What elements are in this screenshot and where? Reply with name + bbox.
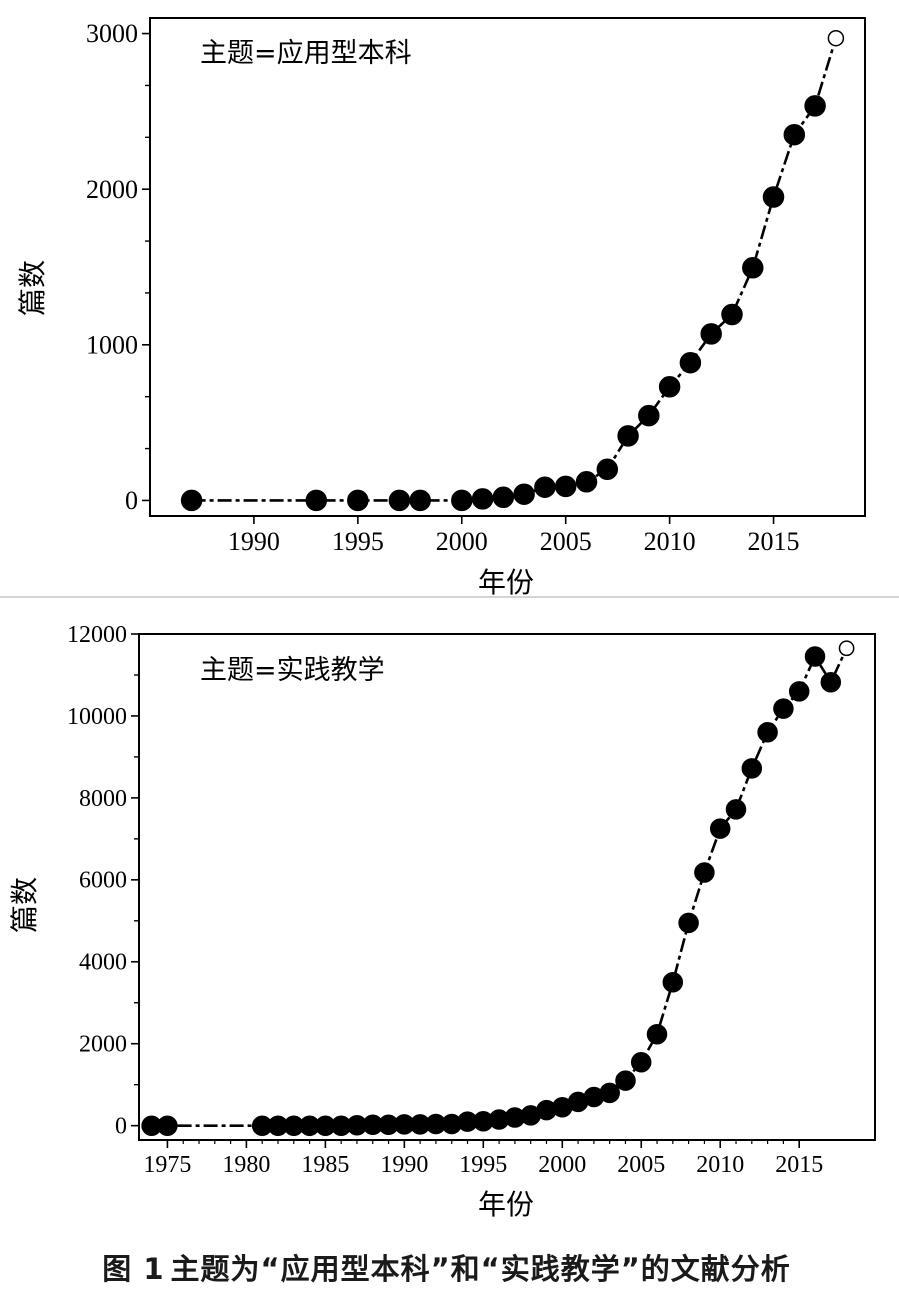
x-tick-label: 1985 — [301, 1152, 349, 1178]
y-tick-label: 12000 — [67, 622, 127, 648]
plot-frame — [149, 17, 866, 517]
x-tick-label: 1980 — [222, 1152, 270, 1178]
data-point — [804, 95, 826, 117]
y-tick-label: 8000 — [79, 786, 127, 812]
figure-caption: 图 1 主题为“应用型本科”和“实践教学”的文献分析 — [0, 1246, 899, 1288]
data-point — [451, 489, 473, 512]
data-point — [492, 486, 515, 509]
x-axis-label: 年份 — [478, 1188, 534, 1221]
data-point — [709, 818, 731, 839]
x-tick-label: 2000 — [436, 527, 488, 556]
data-point — [725, 799, 747, 820]
x-tick-label: 2010 — [696, 1152, 744, 1178]
y-tick-label: 4000 — [79, 950, 127, 976]
x-tick-label: 1995 — [459, 1152, 507, 1178]
data-point — [773, 698, 794, 719]
series-line — [191, 37, 838, 502]
x-tick-label: 1990 — [228, 527, 280, 556]
data-point — [534, 476, 556, 498]
y-axis-label: 篇数 — [8, 877, 41, 933]
x-axis-label: 年份 — [478, 566, 534, 599]
y-tick-label: 6000 — [79, 868, 127, 894]
data-point — [554, 475, 577, 498]
data-point — [678, 912, 699, 934]
data-point — [617, 425, 639, 447]
data-point — [662, 972, 684, 993]
x-tick-label: 2000 — [538, 1152, 586, 1178]
data-point — [721, 303, 743, 326]
y-axis-label: 篇数 — [16, 260, 49, 316]
data-point — [742, 257, 764, 279]
y-tick-label: 2000 — [79, 1032, 127, 1058]
figure-caption-label: 图 1 — [102, 1252, 165, 1286]
data-point — [157, 1115, 178, 1136]
data-point — [575, 471, 598, 493]
x-tick-label: 2005 — [540, 527, 592, 556]
x-tick-label: 2015 — [748, 527, 800, 556]
panel-title: 主题=应用型本科 — [200, 38, 412, 69]
data-point — [788, 681, 810, 702]
y-tick-label: 2000 — [86, 175, 138, 204]
data-point — [180, 489, 203, 512]
data-point — [615, 1070, 636, 1091]
data-point — [388, 489, 411, 512]
data-point — [694, 862, 715, 883]
plot-frame — [138, 633, 876, 1141]
data-point — [820, 672, 842, 693]
chart-application-undergraduate: 0 1000 2000 3000 1990 1995 2000 2005 2010 2015 年份 篇… — [16, 17, 866, 599]
data-point — [783, 123, 806, 146]
data-point — [347, 489, 369, 512]
data-point — [741, 758, 763, 779]
x-tick-label: 2010 — [644, 527, 696, 556]
data-point — [630, 1051, 652, 1073]
x-tick-label: 2005 — [617, 1152, 665, 1178]
x-tick-label: 2015 — [775, 1152, 823, 1178]
data-point — [658, 376, 681, 398]
data-point — [700, 323, 722, 345]
data-point-open — [827, 29, 845, 47]
x-tick-label: 1995 — [332, 527, 384, 556]
data-point — [757, 722, 778, 743]
data-point — [596, 458, 619, 481]
data-point — [679, 351, 702, 374]
data-point — [471, 488, 494, 510]
data-point — [513, 483, 535, 505]
chart-practice-teaching: 0 2000 4000 6000 8000 10000 12000 1975 1980 1985 1… — [8, 622, 876, 1221]
data-point — [305, 489, 328, 512]
y-tick-label: 0 — [115, 1114, 127, 1140]
y-tick-label: 0 — [125, 486, 138, 515]
x-tick-label: 1975 — [143, 1152, 191, 1178]
y-tick-label: 10000 — [67, 704, 127, 730]
data-point — [646, 1024, 668, 1045]
series-line — [151, 647, 848, 1127]
data-point — [762, 186, 785, 208]
data-point — [599, 1082, 620, 1104]
panel-title: 主题=实践教学 — [200, 655, 385, 686]
y-tick-label: 3000 — [86, 19, 138, 48]
x-tick-label: 1990 — [380, 1152, 428, 1178]
figure-caption-text: 主题为“应用型本科”和“实践教学”的文献分析 — [170, 1252, 791, 1286]
data-point — [804, 646, 826, 667]
data-point — [638, 404, 660, 427]
data-point — [409, 489, 431, 512]
data-point-open — [838, 640, 855, 657]
y-tick-label: 1000 — [86, 330, 138, 359]
